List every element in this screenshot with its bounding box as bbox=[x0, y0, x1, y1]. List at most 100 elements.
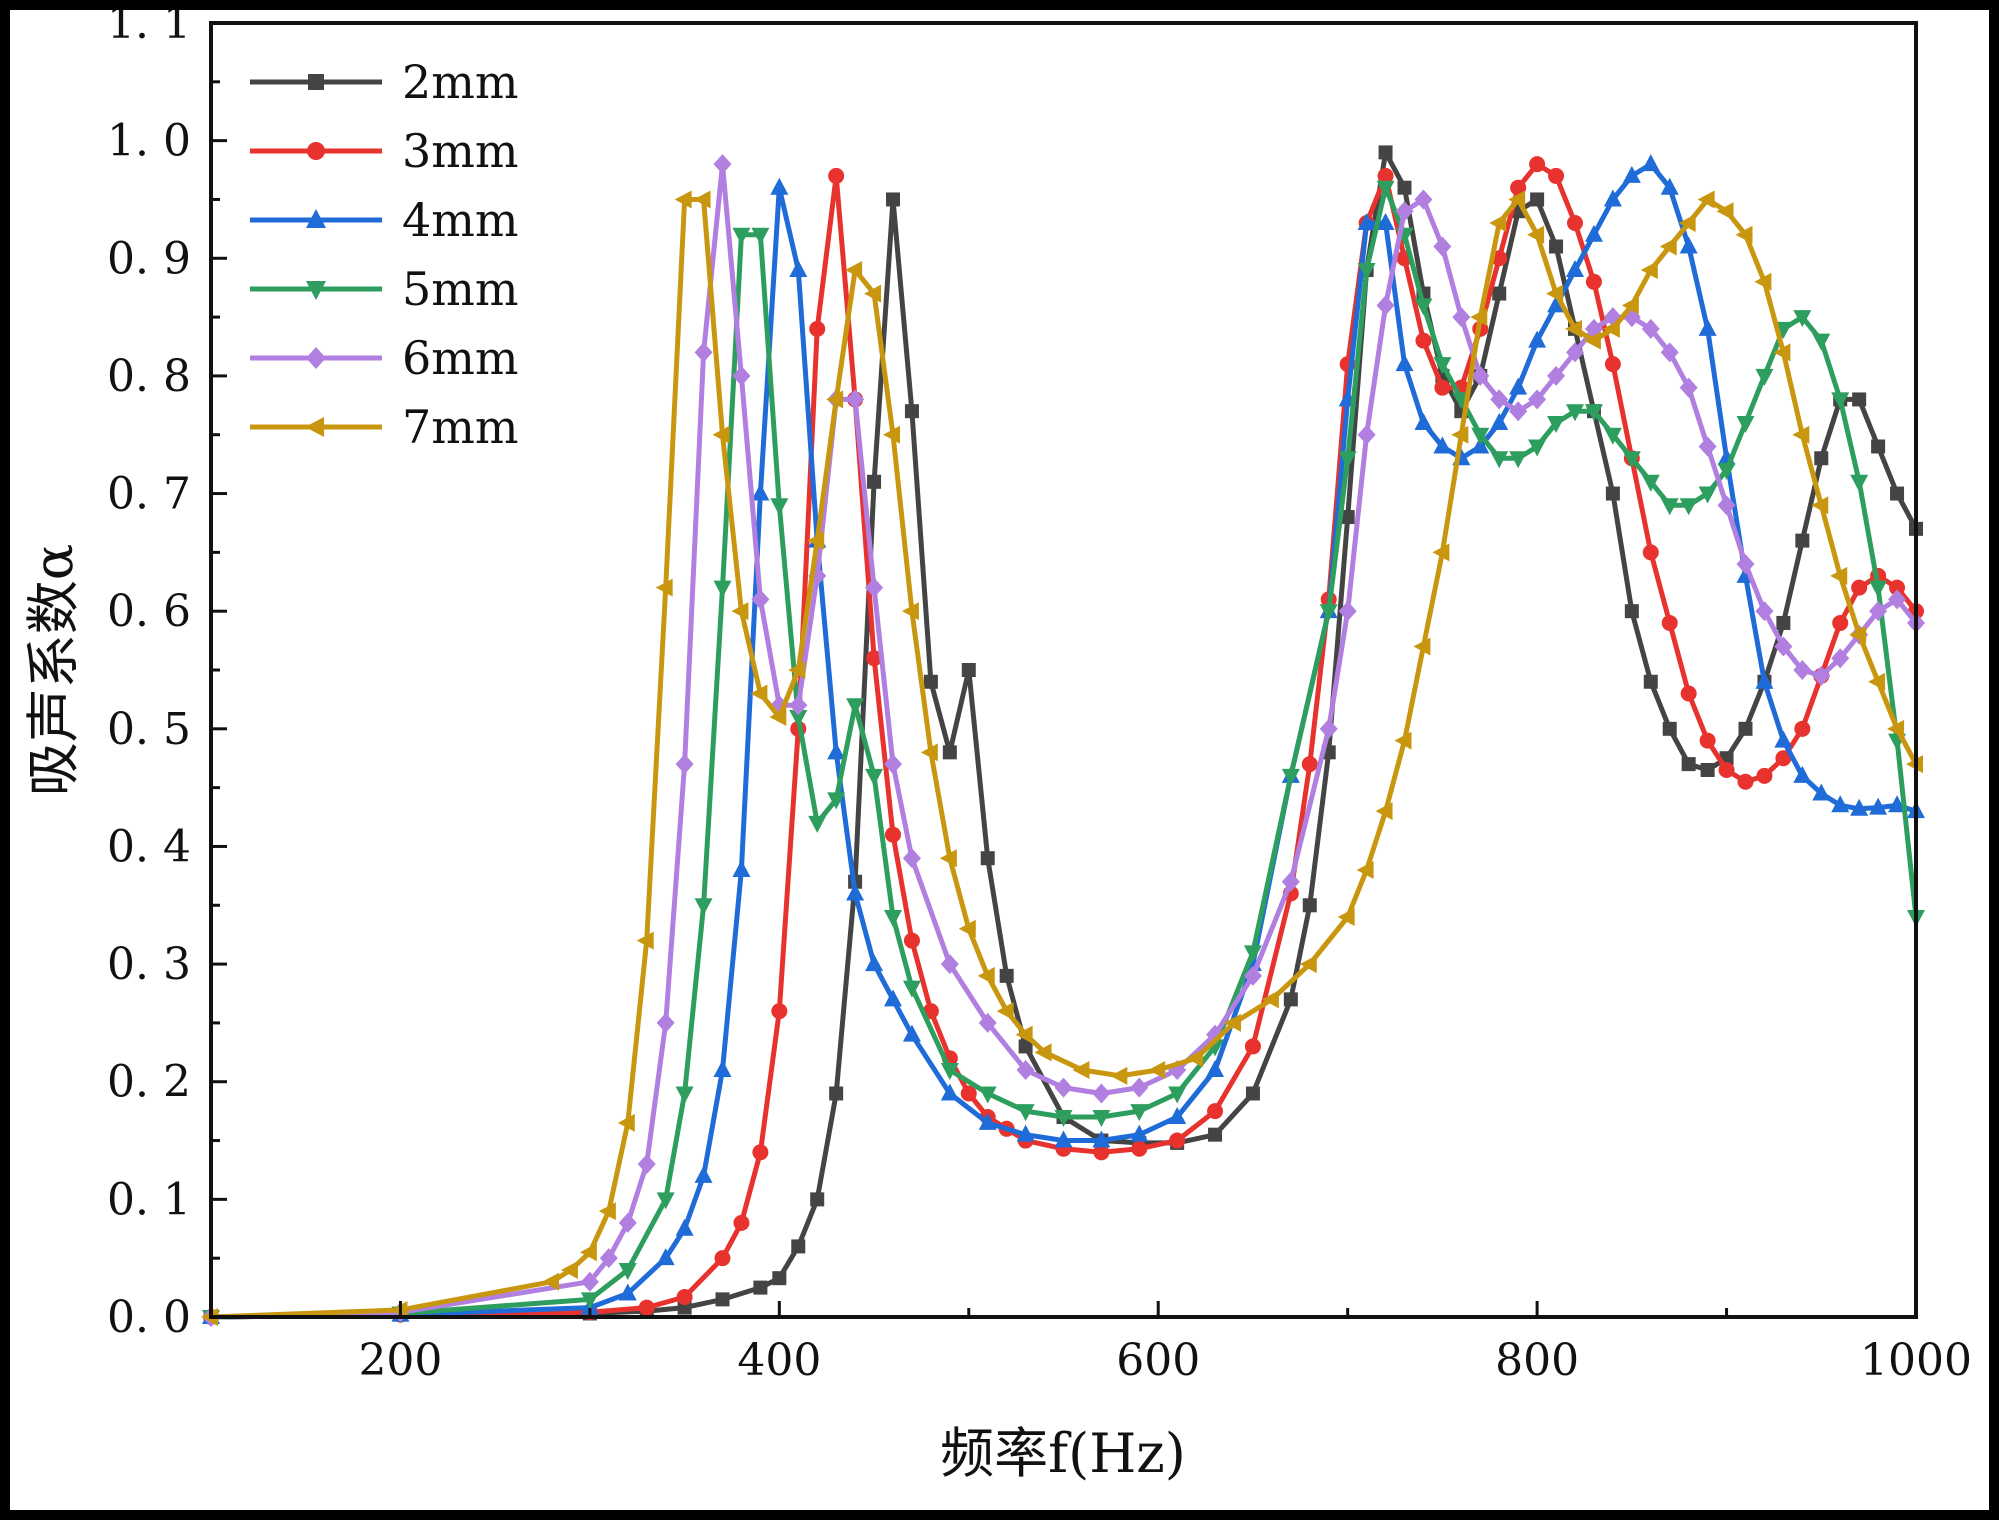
data-point-7mm bbox=[883, 425, 900, 444]
data-point-5mm bbox=[770, 498, 789, 516]
data-point-6mm bbox=[846, 389, 865, 410]
data-point-3mm bbox=[1642, 544, 1659, 561]
data-point-3mm bbox=[1851, 579, 1868, 596]
data-point-6mm bbox=[1490, 389, 1509, 410]
data-point-3mm bbox=[1548, 167, 1565, 184]
data-point-3mm bbox=[1207, 1103, 1224, 1120]
data-point-4mm bbox=[1547, 295, 1566, 313]
data-point-4mm bbox=[1888, 795, 1907, 813]
data-point-4mm bbox=[940, 1083, 959, 1101]
data-point-5mm bbox=[902, 980, 921, 998]
data-point-4mm bbox=[1490, 412, 1509, 430]
data-point-4mm bbox=[1869, 797, 1888, 815]
data-point-7mm bbox=[636, 931, 654, 950]
data-point-7mm bbox=[1849, 625, 1867, 644]
legend-item-2mm: 2mm bbox=[250, 55, 519, 109]
data-point-3mm bbox=[1680, 685, 1697, 702]
data-point-6mm bbox=[1698, 436, 1717, 457]
data-point-6mm bbox=[978, 1012, 997, 1033]
data-point-2mm bbox=[1245, 1086, 1260, 1101]
data-point-6mm bbox=[1092, 1083, 1111, 1104]
y-axis-title: 吸声系数α bbox=[22, 544, 85, 796]
data-point-5mm bbox=[675, 1086, 694, 1104]
data-point-2mm bbox=[942, 745, 957, 760]
data-point-2mm bbox=[1795, 533, 1810, 548]
data-point-4mm bbox=[1509, 377, 1528, 395]
data-point-6mm bbox=[1812, 665, 1831, 686]
data-point-6mm bbox=[1414, 189, 1433, 210]
data-point-5mm bbox=[1869, 580, 1888, 598]
data-point-2mm bbox=[772, 1271, 787, 1286]
data-point-6mm bbox=[1452, 307, 1471, 328]
data-point-4mm bbox=[1831, 795, 1850, 813]
data-point-5mm bbox=[1698, 486, 1717, 504]
data-point-6mm bbox=[637, 1154, 656, 1175]
y-tick-label: 0. 1 bbox=[107, 1174, 191, 1225]
data-point-4mm bbox=[1130, 1124, 1149, 1142]
data-point-7mm bbox=[1224, 1013, 1241, 1032]
data-point-6mm bbox=[1054, 1077, 1073, 1098]
data-point-6mm bbox=[1471, 365, 1490, 386]
data-point-7mm bbox=[1887, 719, 1905, 738]
series-layer bbox=[201, 145, 1925, 1327]
data-point-5mm bbox=[827, 792, 846, 810]
data-point-7mm bbox=[1830, 566, 1848, 585]
data-point-5mm bbox=[1717, 463, 1736, 481]
data-point-3mm bbox=[1737, 773, 1754, 790]
data-point-3mm bbox=[1529, 156, 1546, 173]
data-point-6mm bbox=[789, 695, 808, 716]
data-point-2mm bbox=[1776, 615, 1791, 630]
data-point-2mm bbox=[1492, 286, 1507, 301]
data-point-7mm bbox=[1413, 637, 1431, 656]
data-point-2mm bbox=[1549, 239, 1564, 254]
data-point-4mm bbox=[1603, 189, 1622, 207]
data-point-2mm bbox=[904, 404, 919, 419]
data-point-5mm bbox=[1831, 392, 1850, 410]
data-point-5mm bbox=[789, 710, 808, 728]
legend-item-7mm: 7mm bbox=[250, 400, 519, 454]
y-tick-label: 0. 3 bbox=[107, 939, 191, 990]
data-point-6mm bbox=[694, 342, 713, 363]
data-point-3mm bbox=[1434, 379, 1451, 396]
data-point-6mm bbox=[1869, 601, 1888, 622]
data-point-3mm bbox=[1775, 750, 1792, 767]
data-point-7mm bbox=[1337, 908, 1355, 927]
data-point-3mm bbox=[1699, 732, 1716, 749]
data-point-7mm bbox=[1034, 1043, 1052, 1062]
data-point-4mm bbox=[751, 483, 770, 501]
data-point-5mm bbox=[846, 698, 865, 716]
data-point-4mm bbox=[1092, 1130, 1111, 1148]
data-point-7mm bbox=[1640, 261, 1658, 280]
data-point-7mm bbox=[1261, 990, 1279, 1009]
data-point-7mm bbox=[712, 425, 730, 444]
data-point-2mm bbox=[980, 851, 995, 866]
data-point-5mm bbox=[1812, 333, 1831, 351]
data-point-6mm bbox=[1774, 636, 1793, 657]
data-point-7mm bbox=[1602, 319, 1620, 338]
data-point-4mm bbox=[884, 989, 902, 1007]
data-point-3mm bbox=[733, 1214, 750, 1231]
data-point-4mm bbox=[1357, 212, 1376, 230]
data-point-5mm bbox=[1243, 945, 1262, 963]
plot-canvas: 200 400 600 800 1000 0. 0 0. 1 0. 2 0. 3 0. 4 0. 5… bbox=[10, 10, 1989, 1510]
data-point-3mm bbox=[1415, 332, 1432, 349]
data-point-5mm bbox=[694, 898, 713, 916]
data-point-2mm bbox=[1662, 721, 1677, 736]
data-point-4mm bbox=[1755, 671, 1774, 689]
data-point-5mm bbox=[1471, 427, 1490, 445]
data-point-3mm bbox=[1093, 1144, 1110, 1161]
data-point-4mm bbox=[1168, 1107, 1187, 1125]
data-point-4mm bbox=[1206, 1059, 1225, 1077]
data-point-6mm bbox=[884, 754, 902, 775]
data-point-3mm bbox=[676, 1289, 693, 1306]
data-point-5mm bbox=[1016, 1104, 1035, 1122]
data-point-6mm bbox=[1319, 718, 1338, 739]
data-point-2mm bbox=[1208, 1127, 1223, 1142]
data-point-4mm bbox=[1471, 436, 1490, 454]
data-point-5mm bbox=[1547, 415, 1566, 433]
legend-item-3mm: 3mm bbox=[250, 124, 519, 178]
data-point-4mm bbox=[827, 742, 846, 760]
data-point-3mm bbox=[1889, 579, 1906, 596]
data-point-6mm bbox=[1016, 1059, 1035, 1080]
